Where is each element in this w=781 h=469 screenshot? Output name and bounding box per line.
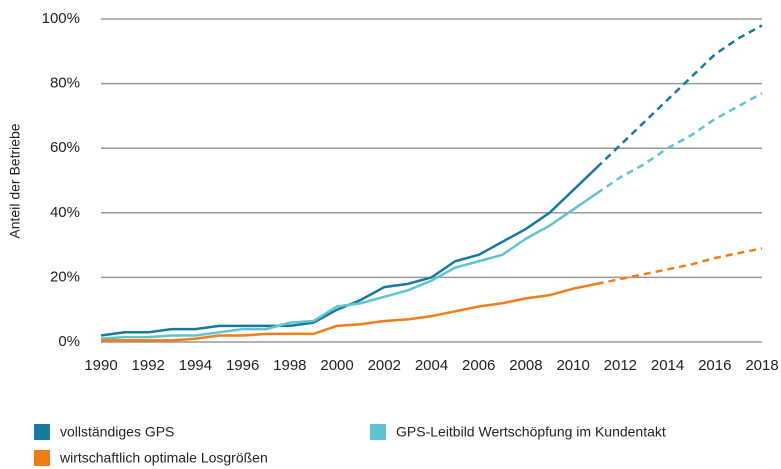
x-tick-label: 2008 (509, 357, 542, 374)
y-tick-label: 100% (42, 10, 80, 27)
series-line (101, 282, 598, 342)
x-tick-label: 1996 (226, 357, 259, 374)
y-tick-label: 20% (50, 268, 80, 285)
x-tick-label: 2012 (604, 357, 637, 374)
series-line-dashed (595, 24, 763, 169)
x-tick-label: 2018 (745, 357, 778, 374)
legend-swatch (370, 424, 386, 440)
y-axis-label: Anteil der Betriebe (7, 123, 23, 238)
y-tick-label: 40% (50, 204, 80, 221)
x-tick-label: 2002 (368, 357, 401, 374)
y-tick-label: 0% (58, 333, 80, 350)
series-line (100, 166, 598, 337)
x-tick-label: 1990 (84, 357, 117, 374)
x-tick-label: 2004 (415, 357, 448, 374)
legend-label: GPS-Leitbild Wertschöpfung im Kundentakt (396, 424, 666, 440)
x-tick-label: 2010 (556, 357, 589, 374)
legend-label: wirtschaftlich optimale Losgrößen (59, 450, 268, 466)
legend-label: vollständiges GPS (60, 424, 174, 440)
series-line-dashed (596, 247, 763, 286)
legend-swatch (34, 450, 50, 466)
x-tick-label: 2006 (462, 357, 495, 374)
y-tick-label: 60% (50, 139, 80, 156)
x-tick-label: 2014 (651, 357, 684, 374)
legend-swatch (34, 424, 50, 440)
x-tick-label: 1994 (179, 357, 212, 374)
y-tick-label: 80% (50, 75, 80, 92)
series-line (100, 192, 598, 341)
x-tick-label: 2016 (698, 357, 731, 374)
x-tick-label: 1992 (132, 357, 165, 374)
x-tick-label: 2000 (320, 357, 353, 374)
x-tick-label: 1998 (273, 357, 306, 374)
series-line-dashed (596, 92, 763, 195)
